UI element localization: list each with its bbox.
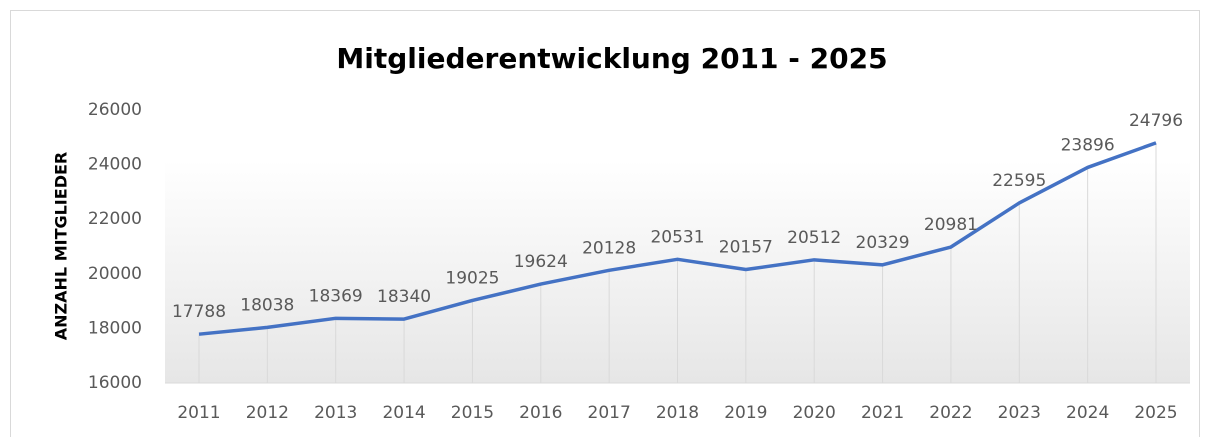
- data-label: 18038: [240, 295, 294, 315]
- data-label: 20981: [924, 215, 978, 235]
- y-tick-label: 24000: [88, 155, 142, 175]
- data-label: 20128: [582, 238, 636, 258]
- chart-title: Mitgliederentwicklung 2011 - 2025: [336, 42, 887, 75]
- data-label: 18340: [377, 287, 431, 307]
- x-tick-label: 2016: [519, 403, 562, 423]
- data-label: 19025: [445, 268, 499, 288]
- y-tick-label: 22000: [88, 209, 142, 229]
- data-label: 17788: [172, 302, 226, 322]
- data-line: [198, 141, 1157, 336]
- data-label: 22595: [992, 171, 1046, 191]
- x-tick-label: 2018: [656, 403, 699, 423]
- data-label: 18369: [309, 286, 363, 306]
- y-tick-label: 18000: [88, 318, 142, 338]
- x-tick-label: 2025: [1134, 403, 1177, 423]
- x-tick-label: 2022: [929, 403, 972, 423]
- data-label: 20531: [650, 227, 704, 247]
- y-axis-title: ANZAHL MITGLIEDER: [52, 152, 71, 340]
- x-tick-label: 2020: [793, 403, 836, 423]
- x-tick-label: 2013: [314, 403, 357, 423]
- data-label: 24796: [1129, 111, 1183, 131]
- y-tick-label: 26000: [88, 100, 142, 120]
- x-tick-label: 2024: [1066, 403, 1109, 423]
- y-tick-label: 20000: [88, 264, 142, 284]
- x-tick-label: 2015: [451, 403, 494, 423]
- x-tick-label: 2014: [382, 403, 425, 423]
- data-label: 20512: [787, 228, 841, 248]
- x-tick-label: 2017: [588, 403, 631, 423]
- y-tick-label: 16000: [88, 373, 142, 393]
- data-label: 20329: [856, 233, 910, 253]
- x-tick-label: 2023: [998, 403, 1041, 423]
- x-tick-label: 2011: [177, 403, 220, 423]
- x-tick-label: 2019: [724, 403, 767, 423]
- data-label: 20157: [719, 238, 773, 258]
- data-label: 23896: [1061, 135, 1115, 155]
- x-tick-label: 2021: [861, 403, 904, 423]
- x-tick-label: 2012: [246, 403, 289, 423]
- data-label: 19624: [514, 252, 568, 272]
